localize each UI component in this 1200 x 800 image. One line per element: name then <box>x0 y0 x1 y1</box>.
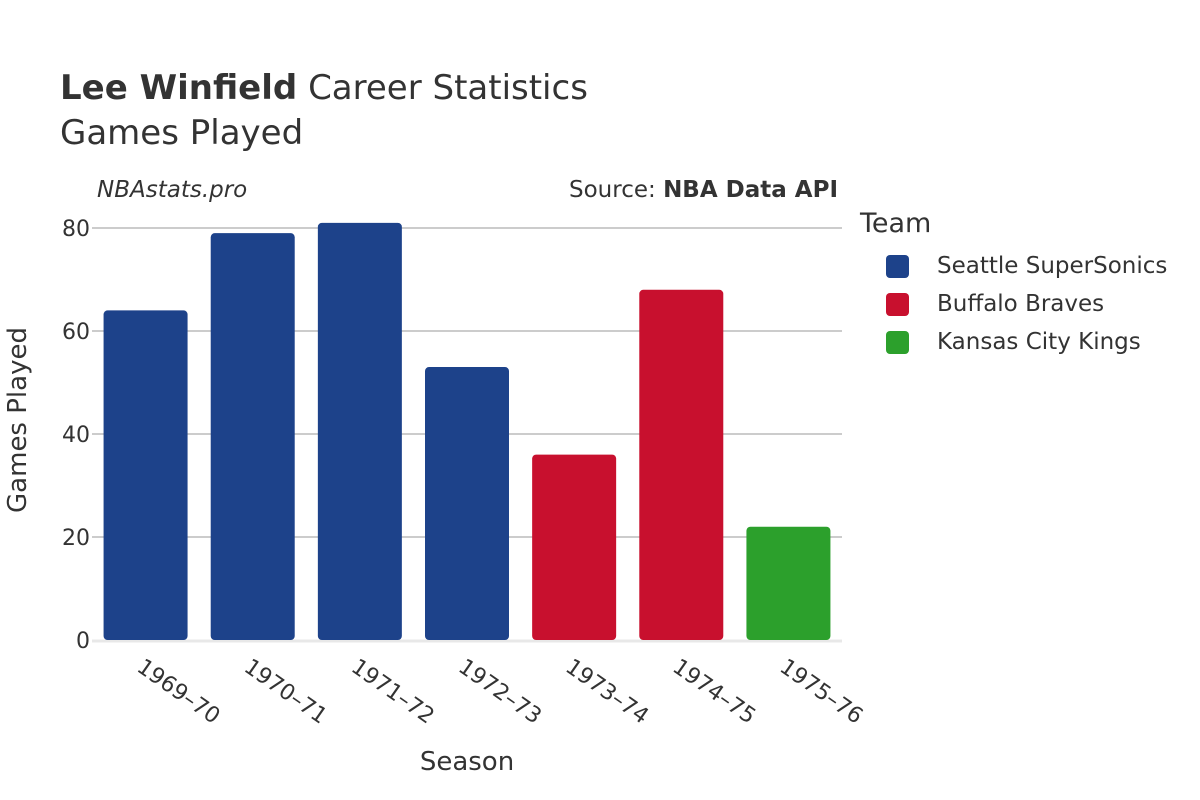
title-rest: Career Statistics <box>308 68 588 108</box>
y-tick-label-60: 60 <box>62 320 90 345</box>
legend-item-kansas-city[interactable]: Kansas City Kings <box>860 323 1167 361</box>
x-axis-title: Season <box>420 747 514 777</box>
legend-swatch-buffalo <box>886 292 909 316</box>
legend-label-kansas-city: Kansas City Kings <box>937 329 1141 355</box>
legend-swatch-kansas-city <box>886 330 909 354</box>
legend-item-seattle[interactable]: Seattle SuperSonics <box>860 247 1167 285</box>
y-tick-label-20: 20 <box>62 526 90 551</box>
legend-title: Team <box>860 208 932 239</box>
legend-label-buffalo: Buffalo Braves <box>937 291 1105 317</box>
x-tick-label-1972–73: 1972–73 <box>454 654 546 729</box>
legend: Team Seattle SuperSonics Buffalo Braves … <box>860 208 1167 361</box>
source-prefix: Source: <box>569 177 664 203</box>
x-tick-label-1969–70: 1969–70 <box>132 654 224 729</box>
chart-title: Lee Winfield Career Statistics Games Pla… <box>60 66 588 156</box>
y-tick-label-40: 40 <box>62 423 90 448</box>
y-axis-title: Games Played <box>3 327 33 513</box>
bar-1972–73 <box>425 367 509 640</box>
x-tick-label-1970–71: 1970–71 <box>239 654 331 729</box>
x-tick-label-1975–76: 1975–76 <box>775 654 867 729</box>
x-tick-label-1973–74: 1973–74 <box>561 654 653 729</box>
chart-subtitle: Games Played <box>60 113 304 153</box>
y-tick-label-80: 80 <box>62 217 90 242</box>
bar-1970–71 <box>210 233 295 640</box>
legend-swatch-seattle <box>886 254 909 278</box>
title-player: Lee Winfield <box>60 68 298 108</box>
source-credit: Source: NBA Data API <box>569 177 838 203</box>
legend-item-buffalo[interactable]: Buffalo Braves <box>860 285 1167 323</box>
y-tick-label-0: 0 <box>76 629 90 654</box>
bar-1971–72 <box>317 222 402 640</box>
legend-label-seattle: Seattle SuperSonics <box>937 253 1168 279</box>
bar-1969–70 <box>103 310 188 640</box>
bar-1974–75 <box>639 289 724 640</box>
x-tick-label-1974–75: 1974–75 <box>668 654 760 729</box>
bar-1975–76 <box>746 526 831 640</box>
bar-1973–74 <box>532 454 617 640</box>
source-name: NBA Data API <box>663 177 838 203</box>
site-credit: NBAstats.pro <box>97 177 248 203</box>
x-tick-label-1971–72: 1971–72 <box>346 654 438 729</box>
